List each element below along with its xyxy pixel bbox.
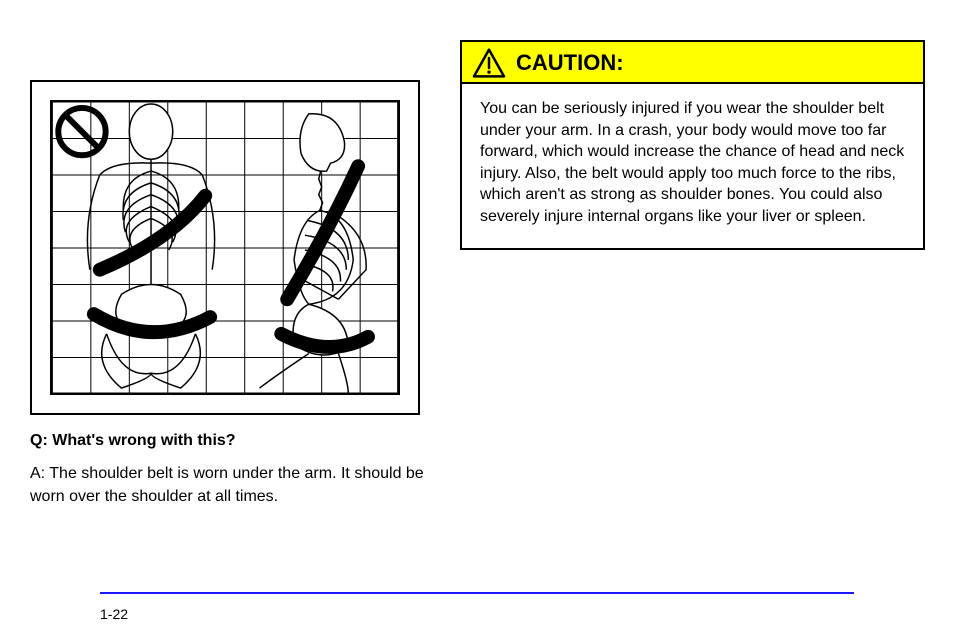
- left-column: Q: What's wrong with this? A: The should…: [30, 25, 430, 509]
- illustration-svg: [52, 102, 398, 393]
- caution-header: CAUTION:: [462, 42, 923, 84]
- answer-text: A: The shoulder belt is worn under the a…: [30, 462, 430, 508]
- manual-page: Q: What's wrong with this? A: The should…: [0, 0, 954, 636]
- caution-body: You can be seriously injured if you wear…: [462, 84, 923, 248]
- footer-rule: [100, 592, 854, 594]
- page-number: 1-22: [100, 606, 128, 622]
- caution-title: CAUTION:: [516, 50, 624, 76]
- right-column: CAUTION: You can be seriously injured if…: [460, 40, 925, 250]
- warning-triangle-icon: [472, 48, 506, 78]
- question-text: Q: What's wrong with this?: [30, 429, 430, 452]
- caution-box: CAUTION: You can be seriously injured if…: [460, 40, 925, 250]
- seatbelt-illustration: [30, 80, 420, 415]
- prohibit-icon: [58, 108, 105, 155]
- illustration-inner: [50, 100, 400, 395]
